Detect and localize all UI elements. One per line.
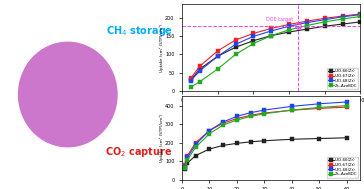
Y-axis label: Uptake (cm³ (STP)/cm³): Uptake (cm³ (STP)/cm³): [159, 114, 163, 162]
Text: DOE target: DOE target: [266, 17, 293, 22]
Legend: UiO-66(Zr), UiO-67(Zr), UiO-68(Zr), Zr₂-AzoBDC: UiO-66(Zr), UiO-67(Zr), UiO-68(Zr), Zr₂-…: [327, 157, 359, 178]
Legend: UiO-66(Zr), UiO-67(Zr), UiO-68(Zr), Zr₂-AzoBDC: UiO-66(Zr), UiO-67(Zr), UiO-68(Zr), Zr₂-…: [327, 68, 359, 89]
X-axis label: Pressure (bar): Pressure (bar): [254, 105, 288, 110]
Circle shape: [18, 42, 118, 147]
Y-axis label: Uptake (cm³ (STP)/cm³): Uptake (cm³ (STP)/cm³): [159, 23, 163, 71]
Text: CH$_4$ storage: CH$_4$ storage: [106, 24, 173, 38]
Text: CO$_2$ capture: CO$_2$ capture: [106, 145, 173, 159]
